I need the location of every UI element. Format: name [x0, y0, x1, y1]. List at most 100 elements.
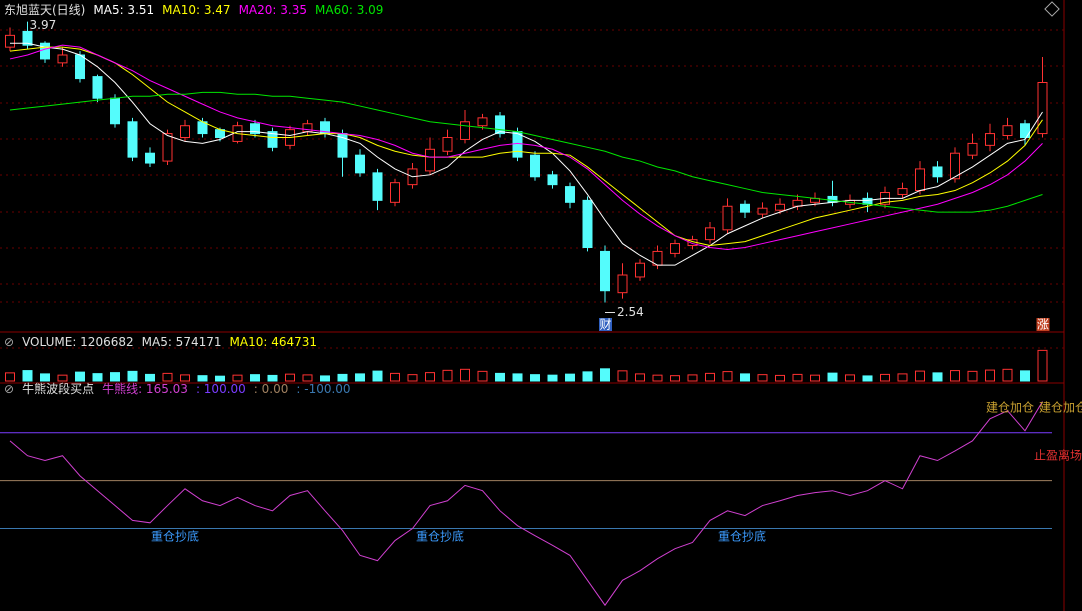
signal-label: 重仓抄底 — [416, 529, 464, 544]
ma-line — [10, 42, 1043, 266]
candle-body — [250, 123, 260, 135]
legend-entry: MA5: 3.51 — [93, 3, 155, 17]
candle-body — [460, 121, 470, 140]
candle-body — [267, 131, 278, 148]
candle-body — [722, 205, 733, 231]
volume-bar — [967, 370, 978, 382]
candle-body — [92, 76, 103, 99]
settings-icon[interactable] — [1044, 1, 1060, 17]
volume-bar — [635, 373, 645, 382]
candle-body — [495, 115, 505, 135]
candle-body — [670, 243, 680, 254]
candle-body — [897, 188, 908, 195]
volume-bar — [57, 374, 68, 382]
volume-bar — [110, 372, 120, 382]
volume-bar — [92, 373, 103, 382]
volume-bar — [530, 374, 540, 382]
volume-bar — [775, 374, 785, 382]
candle-body — [740, 203, 750, 213]
volume-bar — [337, 373, 348, 382]
volume-bar — [880, 373, 890, 382]
volume-legend: VOLUME: 1206682 — [22, 335, 134, 349]
volume-bar — [1002, 368, 1013, 382]
candles — [5, 21, 1048, 303]
volume-legend: MA5: 574171 — [141, 335, 222, 349]
volume-bar — [600, 368, 610, 382]
candle-body — [355, 154, 365, 174]
volume-bar — [670, 375, 680, 382]
volume-bar — [547, 374, 558, 382]
volume-bar — [127, 370, 138, 382]
candle-body — [425, 148, 435, 172]
level-legend: : 0.00 — [253, 382, 289, 396]
candle-body — [1002, 125, 1013, 137]
candle-body — [530, 154, 540, 178]
candle-body — [827, 195, 838, 203]
volume-bar — [75, 371, 85, 382]
volume-bar — [232, 374, 243, 382]
volume-bar — [215, 375, 225, 382]
candle-body — [145, 152, 155, 164]
legend-entry: MA20: 3.35 — [238, 3, 307, 17]
volume-bar — [320, 375, 330, 382]
indicator-title: 牛熊波段买点 — [22, 382, 95, 396]
volume-bar — [460, 368, 470, 382]
candle-body — [775, 203, 785, 211]
volume-bar — [617, 370, 628, 382]
candle-body — [180, 125, 190, 139]
candle-body — [950, 152, 960, 180]
signal-label: 重仓抄底 — [718, 529, 766, 544]
volume-bar — [950, 370, 960, 382]
candle-body — [617, 274, 628, 294]
candle-body — [1020, 123, 1030, 138]
volume-bar — [145, 373, 155, 382]
candle-body — [915, 168, 925, 192]
candle-body — [635, 262, 645, 278]
volume-bar — [477, 370, 488, 382]
volume-bar — [5, 372, 15, 382]
ma-line — [9, 46, 1043, 247]
volume-bar — [705, 372, 715, 382]
volume-bar — [565, 373, 575, 382]
candle-body — [792, 199, 803, 207]
candle-body — [477, 117, 488, 127]
volume-bar — [932, 372, 943, 382]
signal-label: 建仓加仓 — [1039, 401, 1082, 415]
volume-bar — [1037, 349, 1048, 382]
signal-label: 建仓加仓 — [986, 401, 1034, 415]
indicator-legend: 牛熊线: 165.03 — [102, 382, 188, 396]
volume-bar — [810, 374, 820, 382]
candle-body — [967, 142, 978, 156]
volume-bar — [250, 374, 260, 382]
candle-body — [600, 250, 610, 292]
candle-body — [442, 137, 453, 152]
volume-bar — [722, 371, 733, 382]
volume-bar — [197, 375, 208, 382]
volume-bar — [687, 374, 698, 382]
tag-box — [599, 318, 612, 331]
candle-body — [127, 121, 138, 158]
volume-bar — [40, 373, 50, 382]
volume-bar — [915, 370, 925, 382]
volume-bar — [740, 373, 750, 382]
icon[interactable]: ⊘ — [4, 382, 15, 396]
tag: 涨 — [1037, 317, 1049, 332]
volume-bar — [372, 370, 383, 382]
volume-bar — [757, 374, 768, 382]
volume-bar — [495, 372, 505, 382]
volume-bar — [407, 374, 418, 382]
icon[interactable]: ⊘ — [4, 335, 15, 349]
candle-body — [757, 207, 768, 215]
candle-body — [372, 172, 383, 201]
volume-bar — [985, 369, 995, 382]
volume-bar — [267, 374, 278, 382]
chart-title: 东旭蓝天(日线) — [4, 3, 86, 17]
signal-label: 重仓抄底 — [151, 529, 199, 544]
candle-body — [110, 97, 120, 125]
main-header: 东旭蓝天(日线) MA5: 3.51 MA10: 3.47 MA20: 3.35 MA… — [4, 3, 383, 17]
volume-bar — [827, 372, 838, 382]
volume-header: ⊘ VOLUME: 1206682 MA5: 574171 MA10: 464731 — [4, 335, 317, 349]
volume-bar — [845, 374, 855, 382]
